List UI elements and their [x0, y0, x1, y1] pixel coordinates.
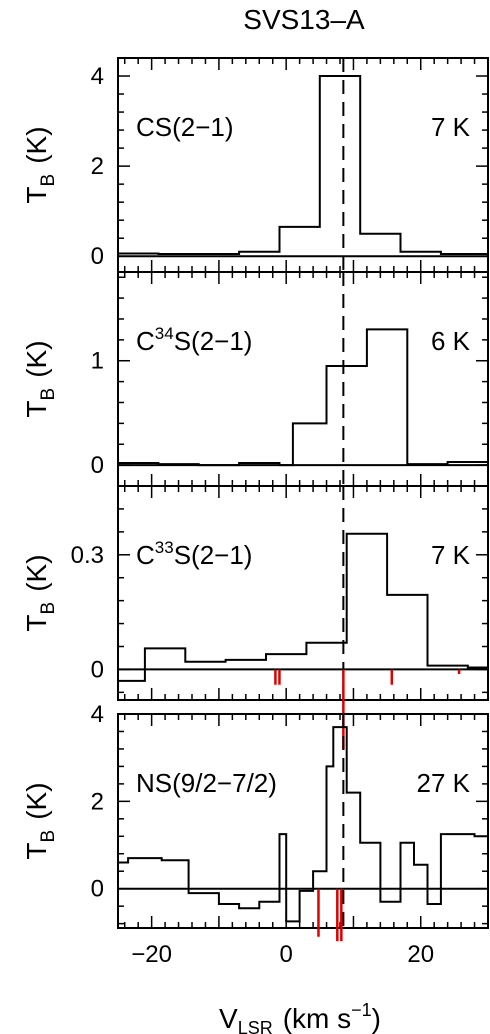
y-tick-label: 0	[91, 243, 104, 270]
species-label: C33S(2−1)	[136, 538, 252, 570]
y-tick-label: 2	[91, 153, 104, 180]
spectrum-line	[118, 532, 488, 682]
x-tick-label: 20	[407, 941, 434, 968]
peak-temperature-label: 7 K	[431, 540, 471, 570]
species-label: C34S(2−1)	[136, 324, 252, 356]
spectrum-panel: 0 2 4 CS(2−1) 7 K TB (K)	[21, 57, 489, 273]
spectrum-line	[118, 75, 488, 255]
peak-temperature-label: 6 K	[431, 326, 471, 356]
y-axis-label: TB (K)	[21, 126, 59, 203]
spectrum-line	[118, 726, 488, 923]
y-axis-label-sub: B	[38, 388, 59, 401]
y-tick-label: 0.3	[71, 542, 104, 569]
panel-frame	[117, 57, 489, 273]
peak-temperature-label: 27 K	[417, 768, 471, 798]
y-tick-label: 1	[91, 348, 104, 375]
y-tick-label: 2	[91, 788, 104, 815]
species-label-text: C	[136, 326, 155, 356]
y-axis-label-text: T	[21, 186, 52, 203]
species-label-text: C	[136, 540, 155, 570]
species-label-text: S(2−1)	[174, 326, 253, 356]
spectrum-panel: 0 0.3 C33S(2−1) 7 K TB (K)	[21, 485, 489, 750]
y-axis-label-sub: B	[38, 602, 59, 615]
species-label-text: CS(2−1)	[136, 112, 234, 142]
y-axis-label: TB (K)	[21, 554, 59, 631]
y-axis-label-sub: B	[38, 830, 59, 843]
y-axis-label-sub: B	[38, 174, 59, 187]
y-axis-label: TB (K)	[21, 340, 59, 417]
y-axis-label: TB (K)	[21, 782, 59, 859]
species-label-sup: 34	[155, 324, 174, 343]
species-label-text: NS(9/2−7/2)	[136, 768, 277, 798]
x-tick-label: −20	[131, 941, 172, 968]
y-tick-label: 0	[91, 452, 104, 479]
spectrum-panel: 0 1 C34S(2−1) 6 K TB (K)	[21, 271, 489, 487]
x-axis-label: VLSR (km s−1)	[219, 1000, 381, 1034]
y-axis-label-units: (K)	[21, 340, 52, 377]
y-tick-label: 4	[91, 701, 104, 728]
y-axis-label-units: (K)	[21, 782, 52, 819]
spectrum-panel: 0 2 4 −20 0 20 NS(9/2−7/2) 27 K TB (K)	[21, 701, 489, 968]
panel-frame	[117, 485, 489, 701]
y-tick-label: 4	[91, 63, 104, 90]
species-label: NS(9/2−7/2)	[136, 768, 277, 798]
y-axis-label-units: (K)	[21, 554, 52, 591]
y-axis-label-text: T	[21, 842, 52, 859]
panel-frame	[117, 271, 489, 487]
species-label: CS(2−1)	[136, 112, 234, 142]
x-tick-label: 0	[280, 941, 293, 968]
species-label-sup: 33	[155, 538, 174, 557]
y-tick-label: 0	[91, 656, 104, 683]
peak-temperature-label: 7 K	[431, 112, 471, 142]
y-tick-label: 0	[91, 876, 104, 903]
figure-title: SVS13–A	[243, 4, 365, 35]
y-axis-label-units: (K)	[21, 126, 52, 163]
panel-frame	[117, 713, 489, 929]
species-label-text: S(2−1)	[174, 540, 253, 570]
y-axis-label-text: T	[21, 614, 52, 631]
y-axis-label-text: T	[21, 400, 52, 417]
spectrum-line	[118, 328, 488, 467]
